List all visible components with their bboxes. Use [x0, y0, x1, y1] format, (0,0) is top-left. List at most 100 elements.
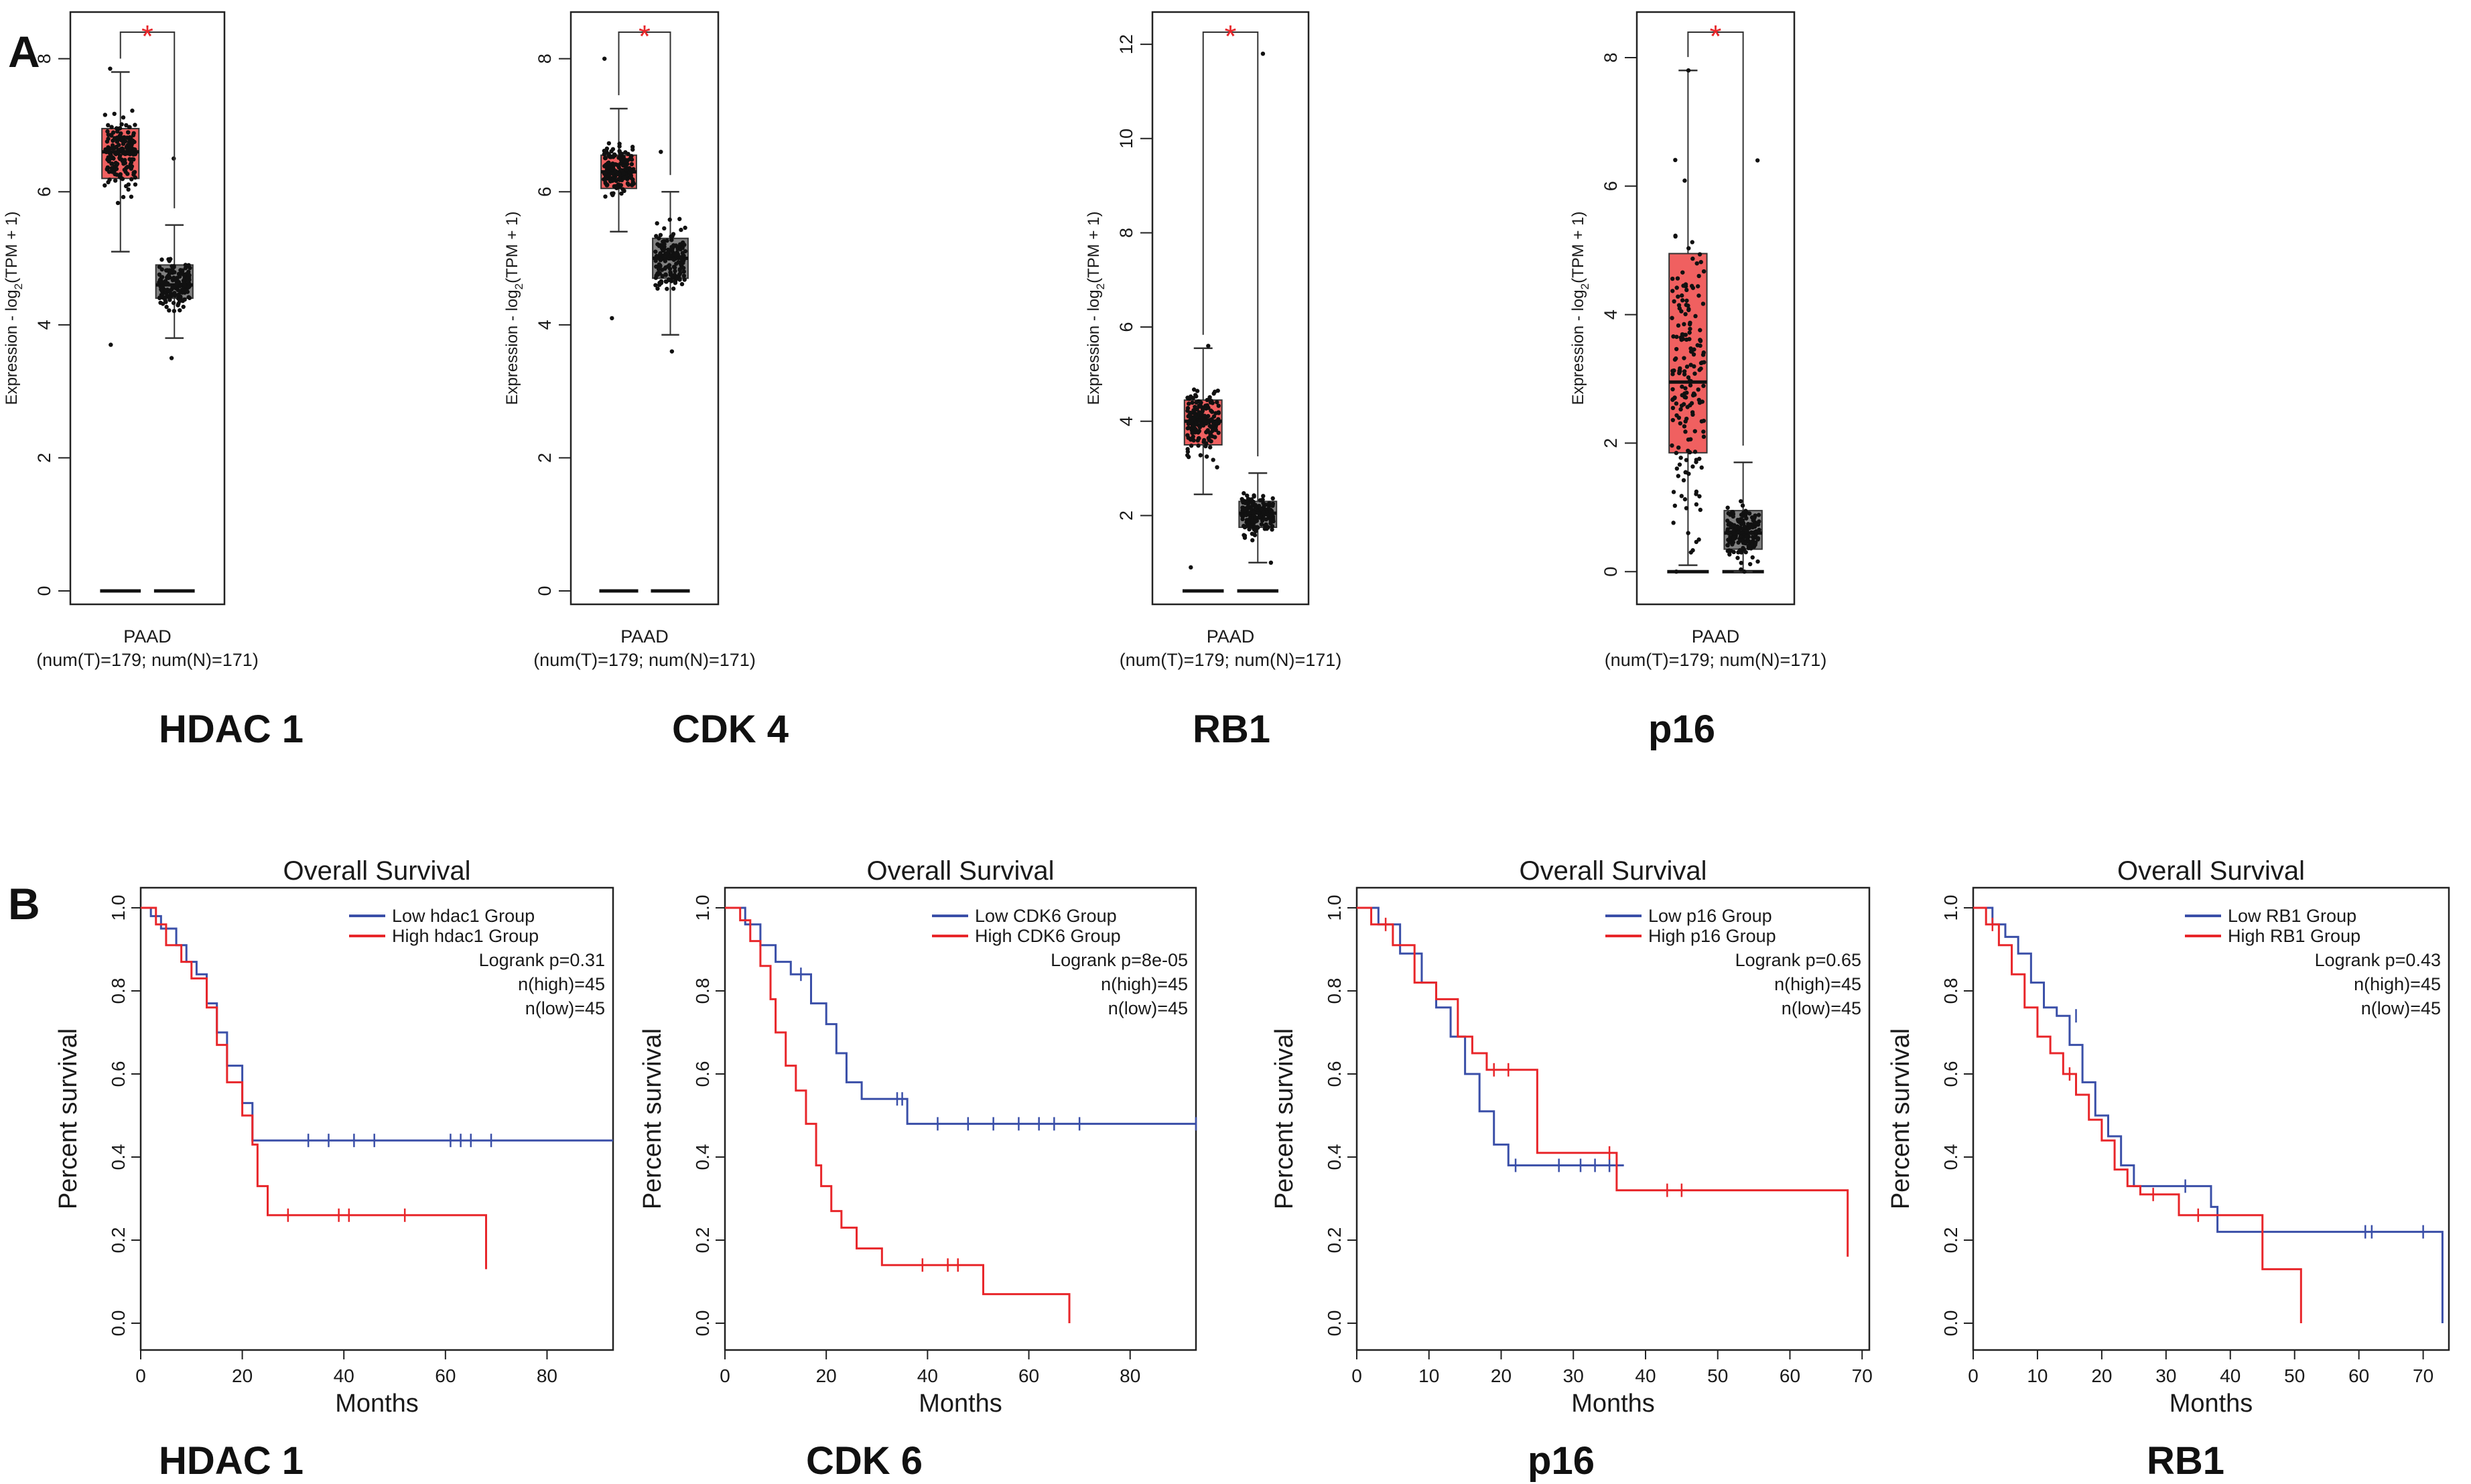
data-point [110, 170, 115, 174]
data-point [677, 277, 682, 282]
y-tick-label: 4 [34, 320, 54, 330]
data-point [1739, 498, 1743, 504]
data-point [1682, 178, 1687, 183]
data-point [129, 194, 134, 199]
data-point [603, 171, 608, 176]
y-tick-label: 0.6 [1324, 1061, 1345, 1087]
data-point [169, 356, 174, 360]
data-point [107, 177, 112, 182]
data-point [617, 184, 622, 190]
data-point [1696, 387, 1700, 392]
data-point [602, 56, 607, 61]
y-tick-label: 1.0 [1940, 895, 1961, 921]
legend-label: High CDK6 Group [975, 926, 1121, 946]
data-point [1690, 410, 1695, 415]
data-point [1695, 284, 1700, 289]
x-tick-label: 0 [1351, 1365, 1362, 1386]
gene-label: CDK 4 [672, 707, 789, 751]
stats-text: n(high)=45 [2354, 974, 2441, 994]
data-point [1731, 514, 1735, 519]
data-point [1194, 421, 1199, 426]
data-point [1684, 458, 1689, 462]
data-point [1670, 316, 1674, 320]
survival-curve-high [1357, 906, 1849, 1257]
y-tick-label: 6 [1116, 322, 1136, 332]
data-point [623, 150, 628, 155]
data-point [110, 161, 115, 166]
gene-label: HDAC 1 [159, 1439, 304, 1483]
data-point [123, 157, 127, 163]
data-point [1250, 538, 1255, 543]
data-point [1270, 516, 1276, 521]
y-axis-label-suffix: (TPM + 1) [3, 212, 21, 283]
data-point [1207, 431, 1213, 435]
data-point [1674, 466, 1680, 471]
y-tick-label: 0.0 [1324, 1310, 1345, 1337]
data-point [1260, 52, 1266, 56]
survival-curve-low [725, 906, 1196, 1125]
data-point [1687, 330, 1692, 335]
data-point [614, 178, 618, 184]
data-point [662, 226, 667, 231]
data-point [657, 283, 662, 287]
data-point [1744, 529, 1749, 534]
data-point [119, 122, 124, 127]
x-tick-label: 0 [720, 1365, 730, 1386]
data-point [1676, 323, 1681, 328]
x-axis-sublabel: (num(T)=179; num(N)=171) [36, 650, 259, 670]
x-tick-label: 60 [1780, 1365, 1800, 1386]
data-point [629, 161, 635, 167]
data-point [1736, 530, 1741, 535]
data-point [172, 277, 177, 281]
y-axis-label: Expression - log2(TPM + 1) [503, 212, 525, 405]
stats-text: n(high)=45 [518, 974, 605, 994]
legend-label: High p16 Group [1648, 926, 1776, 946]
data-point [1270, 501, 1276, 507]
data-point [674, 253, 679, 257]
data-point [681, 265, 686, 271]
survival-curve-high [725, 906, 1071, 1323]
data-point [1266, 507, 1271, 512]
legend-label: Low CDK6 Group [975, 906, 1117, 926]
data-point [1242, 508, 1246, 513]
data-point [1688, 437, 1693, 442]
data-point [1679, 403, 1684, 408]
data-point [1199, 412, 1204, 417]
data-point [671, 265, 677, 269]
data-point [1755, 536, 1761, 541]
data-point [1727, 552, 1732, 557]
data-point [1701, 434, 1707, 440]
data-point [1205, 403, 1209, 408]
data-point [1698, 366, 1703, 371]
data-point [683, 249, 688, 254]
stats-text: Logrank p=0.65 [1735, 950, 1861, 970]
data-point [1208, 400, 1213, 405]
data-point [1201, 437, 1207, 443]
data-point [1727, 531, 1731, 536]
data-point [130, 141, 135, 145]
data-point [1264, 517, 1268, 522]
data-point [1692, 450, 1698, 454]
data-point [127, 125, 132, 129]
x-tick-label: 40 [334, 1365, 354, 1386]
data-point [187, 295, 192, 300]
data-point [1731, 529, 1736, 533]
data-point [1676, 474, 1681, 478]
data-point [657, 252, 663, 257]
data-point [662, 247, 667, 252]
data-point [658, 232, 663, 238]
data-point [622, 159, 628, 164]
y-tick-label: 4 [535, 320, 555, 330]
y-axis-label-prefix: Expression - log [3, 289, 21, 405]
data-point [109, 125, 114, 129]
data-point [1193, 405, 1197, 409]
x-tick-label: 0 [1968, 1365, 1979, 1386]
data-point [1189, 419, 1195, 424]
data-point [1252, 494, 1256, 499]
x-tick-label: 70 [2413, 1365, 2433, 1386]
data-point [610, 171, 614, 176]
y-tick-label: 0.8 [692, 978, 713, 1004]
data-point [1197, 425, 1202, 429]
